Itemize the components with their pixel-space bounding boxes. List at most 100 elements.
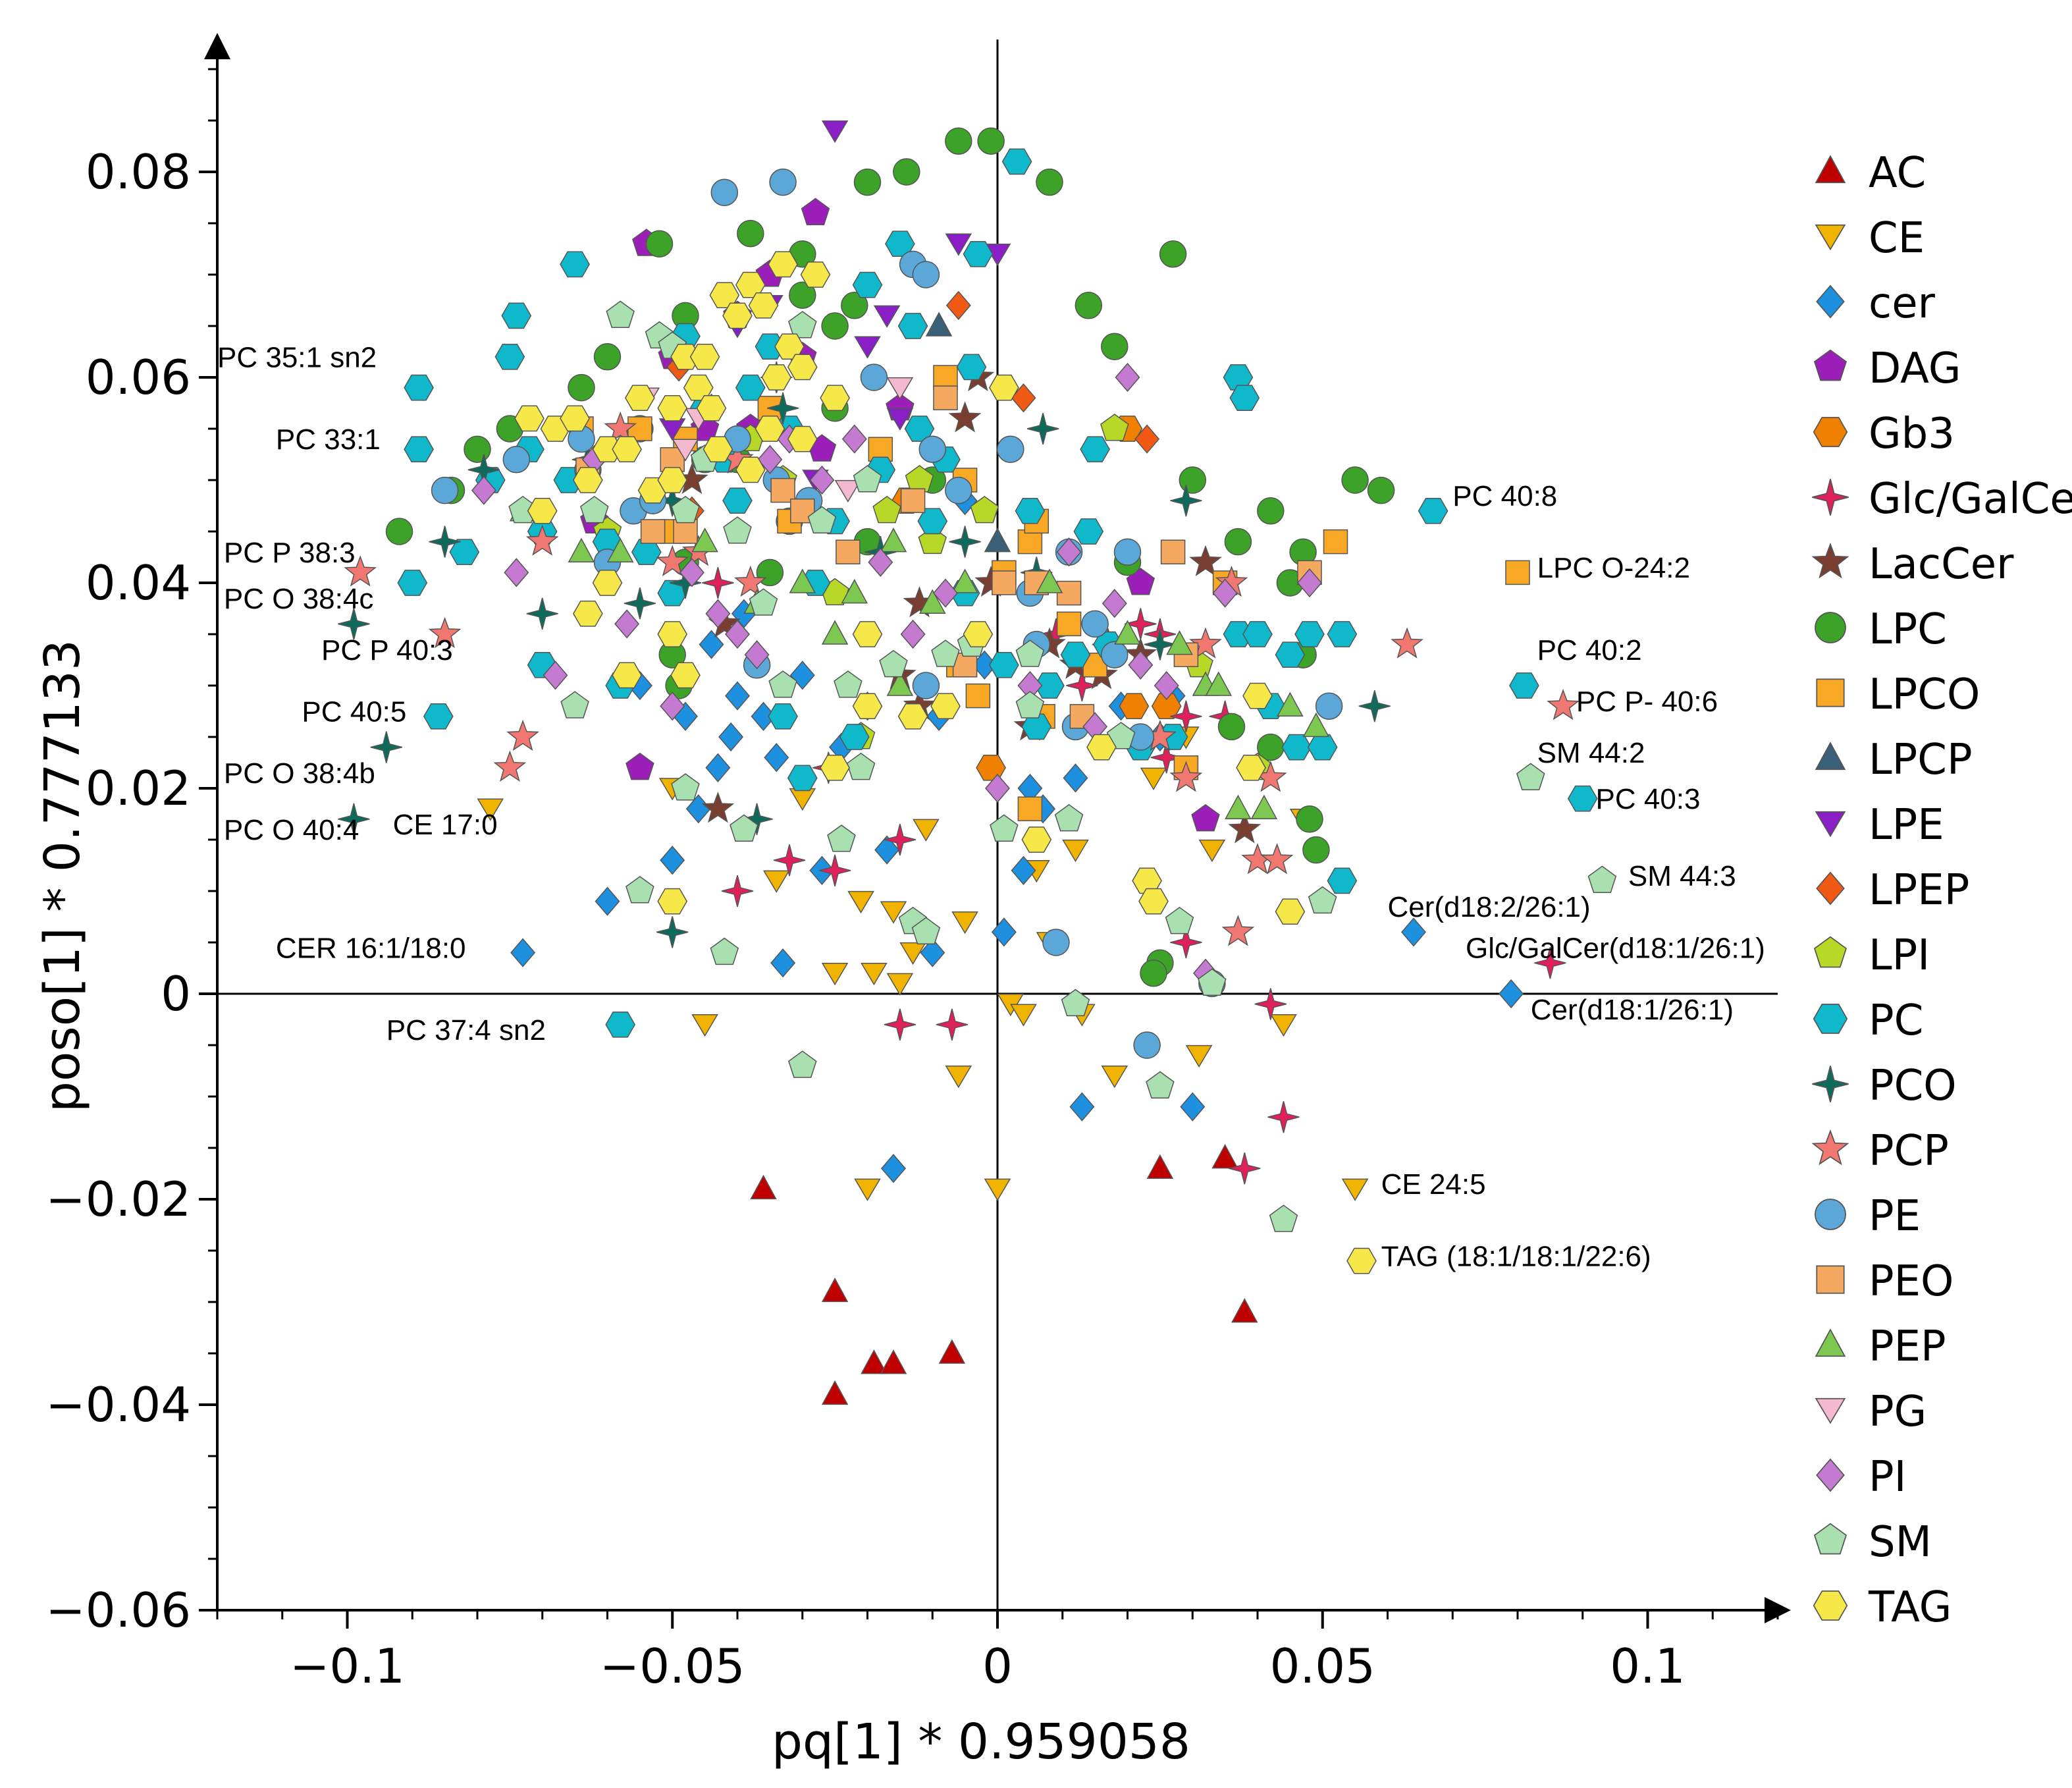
data-point [604, 411, 637, 443]
legend-marker [1816, 678, 1845, 707]
legend-label: Gb3 [1869, 410, 1955, 458]
data-point [821, 1380, 849, 1405]
data-point [1080, 436, 1110, 463]
data-point [868, 437, 893, 462]
data-point [1154, 670, 1179, 701]
data-point [881, 1154, 906, 1183]
data-point [1015, 497, 1046, 524]
data-point [1081, 610, 1109, 638]
legend-marker [1813, 936, 1847, 968]
legend-item: LPC [1815, 605, 1947, 654]
point-label: CE 17:0 [393, 809, 498, 841]
data-point [593, 343, 622, 371]
series-ce [477, 726, 1369, 1201]
y-tick-label: 0.04 [86, 555, 191, 610]
data-point [841, 292, 868, 319]
data-point [836, 539, 861, 564]
point-label: Glc/GalCer(d18:1/26:1) [1466, 932, 1765, 964]
data-point [514, 405, 545, 432]
data-point [762, 870, 790, 893]
data-point [963, 621, 994, 647]
data-point [1106, 722, 1136, 749]
data-point [471, 475, 496, 505]
data-point [853, 168, 882, 196]
data-point [841, 579, 868, 604]
legend-marker [1815, 1199, 1846, 1230]
data-point [1315, 692, 1343, 720]
data-point [912, 261, 940, 288]
point-label: SM 44:3 [1628, 860, 1736, 892]
data-point [1205, 671, 1233, 696]
data-point [1062, 839, 1089, 863]
data-point [741, 803, 773, 835]
data-point [764, 743, 789, 772]
data-point [884, 823, 916, 856]
data-point [809, 465, 835, 495]
data-point [912, 672, 940, 699]
data-point [788, 311, 817, 339]
point-label: PC 40:5 [302, 696, 406, 728]
data-point [852, 693, 883, 720]
data-point [886, 377, 914, 400]
data-point [1250, 794, 1278, 819]
data-point [1212, 578, 1238, 608]
legend-marker [1815, 811, 1846, 838]
data-point [1069, 1092, 1095, 1122]
legend-item: PCO [1812, 1062, 1957, 1110]
legend-label: PE [1869, 1192, 1921, 1241]
data-point [1275, 641, 1306, 668]
data-point [1170, 700, 1202, 732]
data-point [1017, 529, 1043, 555]
data-point [852, 271, 883, 298]
x-tick-label: −0.1 [290, 1639, 405, 1694]
legend-label: cer [1869, 279, 1936, 328]
data-point [431, 476, 459, 504]
data-point [560, 405, 590, 432]
data-point [1211, 1144, 1238, 1169]
data-point [605, 1011, 636, 1038]
data-point [1114, 620, 1141, 645]
data-point [730, 814, 758, 842]
data-point [884, 1008, 916, 1041]
data-point [847, 890, 874, 914]
data-point [949, 526, 981, 558]
data-point [370, 731, 402, 763]
data-point [1267, 1101, 1300, 1133]
legend-label: LacCer [1869, 540, 2014, 589]
y-tick-label: −0.06 [45, 1583, 191, 1638]
data-point [1133, 1031, 1161, 1059]
y-axis-title: poso[1] * 0.777133 [34, 639, 91, 1112]
data-point [592, 570, 623, 596]
data-point [1100, 414, 1129, 441]
data-point [1101, 333, 1129, 360]
data-point [1302, 712, 1330, 738]
legend-item: Gb3 [1813, 410, 1955, 458]
data-point [918, 435, 947, 463]
legend-marker [1815, 1328, 1846, 1357]
data-point [768, 703, 798, 730]
data-point [1063, 763, 1088, 793]
legend-item: DAG [1813, 344, 1961, 393]
data-point [787, 354, 818, 381]
data-point [735, 456, 766, 483]
data-point [839, 724, 870, 750]
x-tick-label: −0.05 [600, 1639, 745, 1694]
data-point [788, 1050, 817, 1078]
legend-label: LPE [1869, 801, 1944, 850]
legend-marker [1815, 612, 1846, 643]
data-point [672, 439, 699, 462]
data-point [385, 518, 413, 545]
data-point [1026, 412, 1059, 445]
data-point [948, 401, 982, 433]
data-point [880, 901, 907, 924]
series-pco [338, 361, 1391, 948]
data-point [933, 385, 958, 410]
data-point [931, 639, 960, 667]
legend-marker [1811, 542, 1849, 579]
data-point [640, 519, 666, 544]
data-point [1198, 839, 1226, 863]
data-point [657, 394, 688, 421]
data-point [701, 792, 735, 823]
data-point [897, 313, 928, 339]
legend-label: Glc/GalCe [1869, 475, 2072, 524]
